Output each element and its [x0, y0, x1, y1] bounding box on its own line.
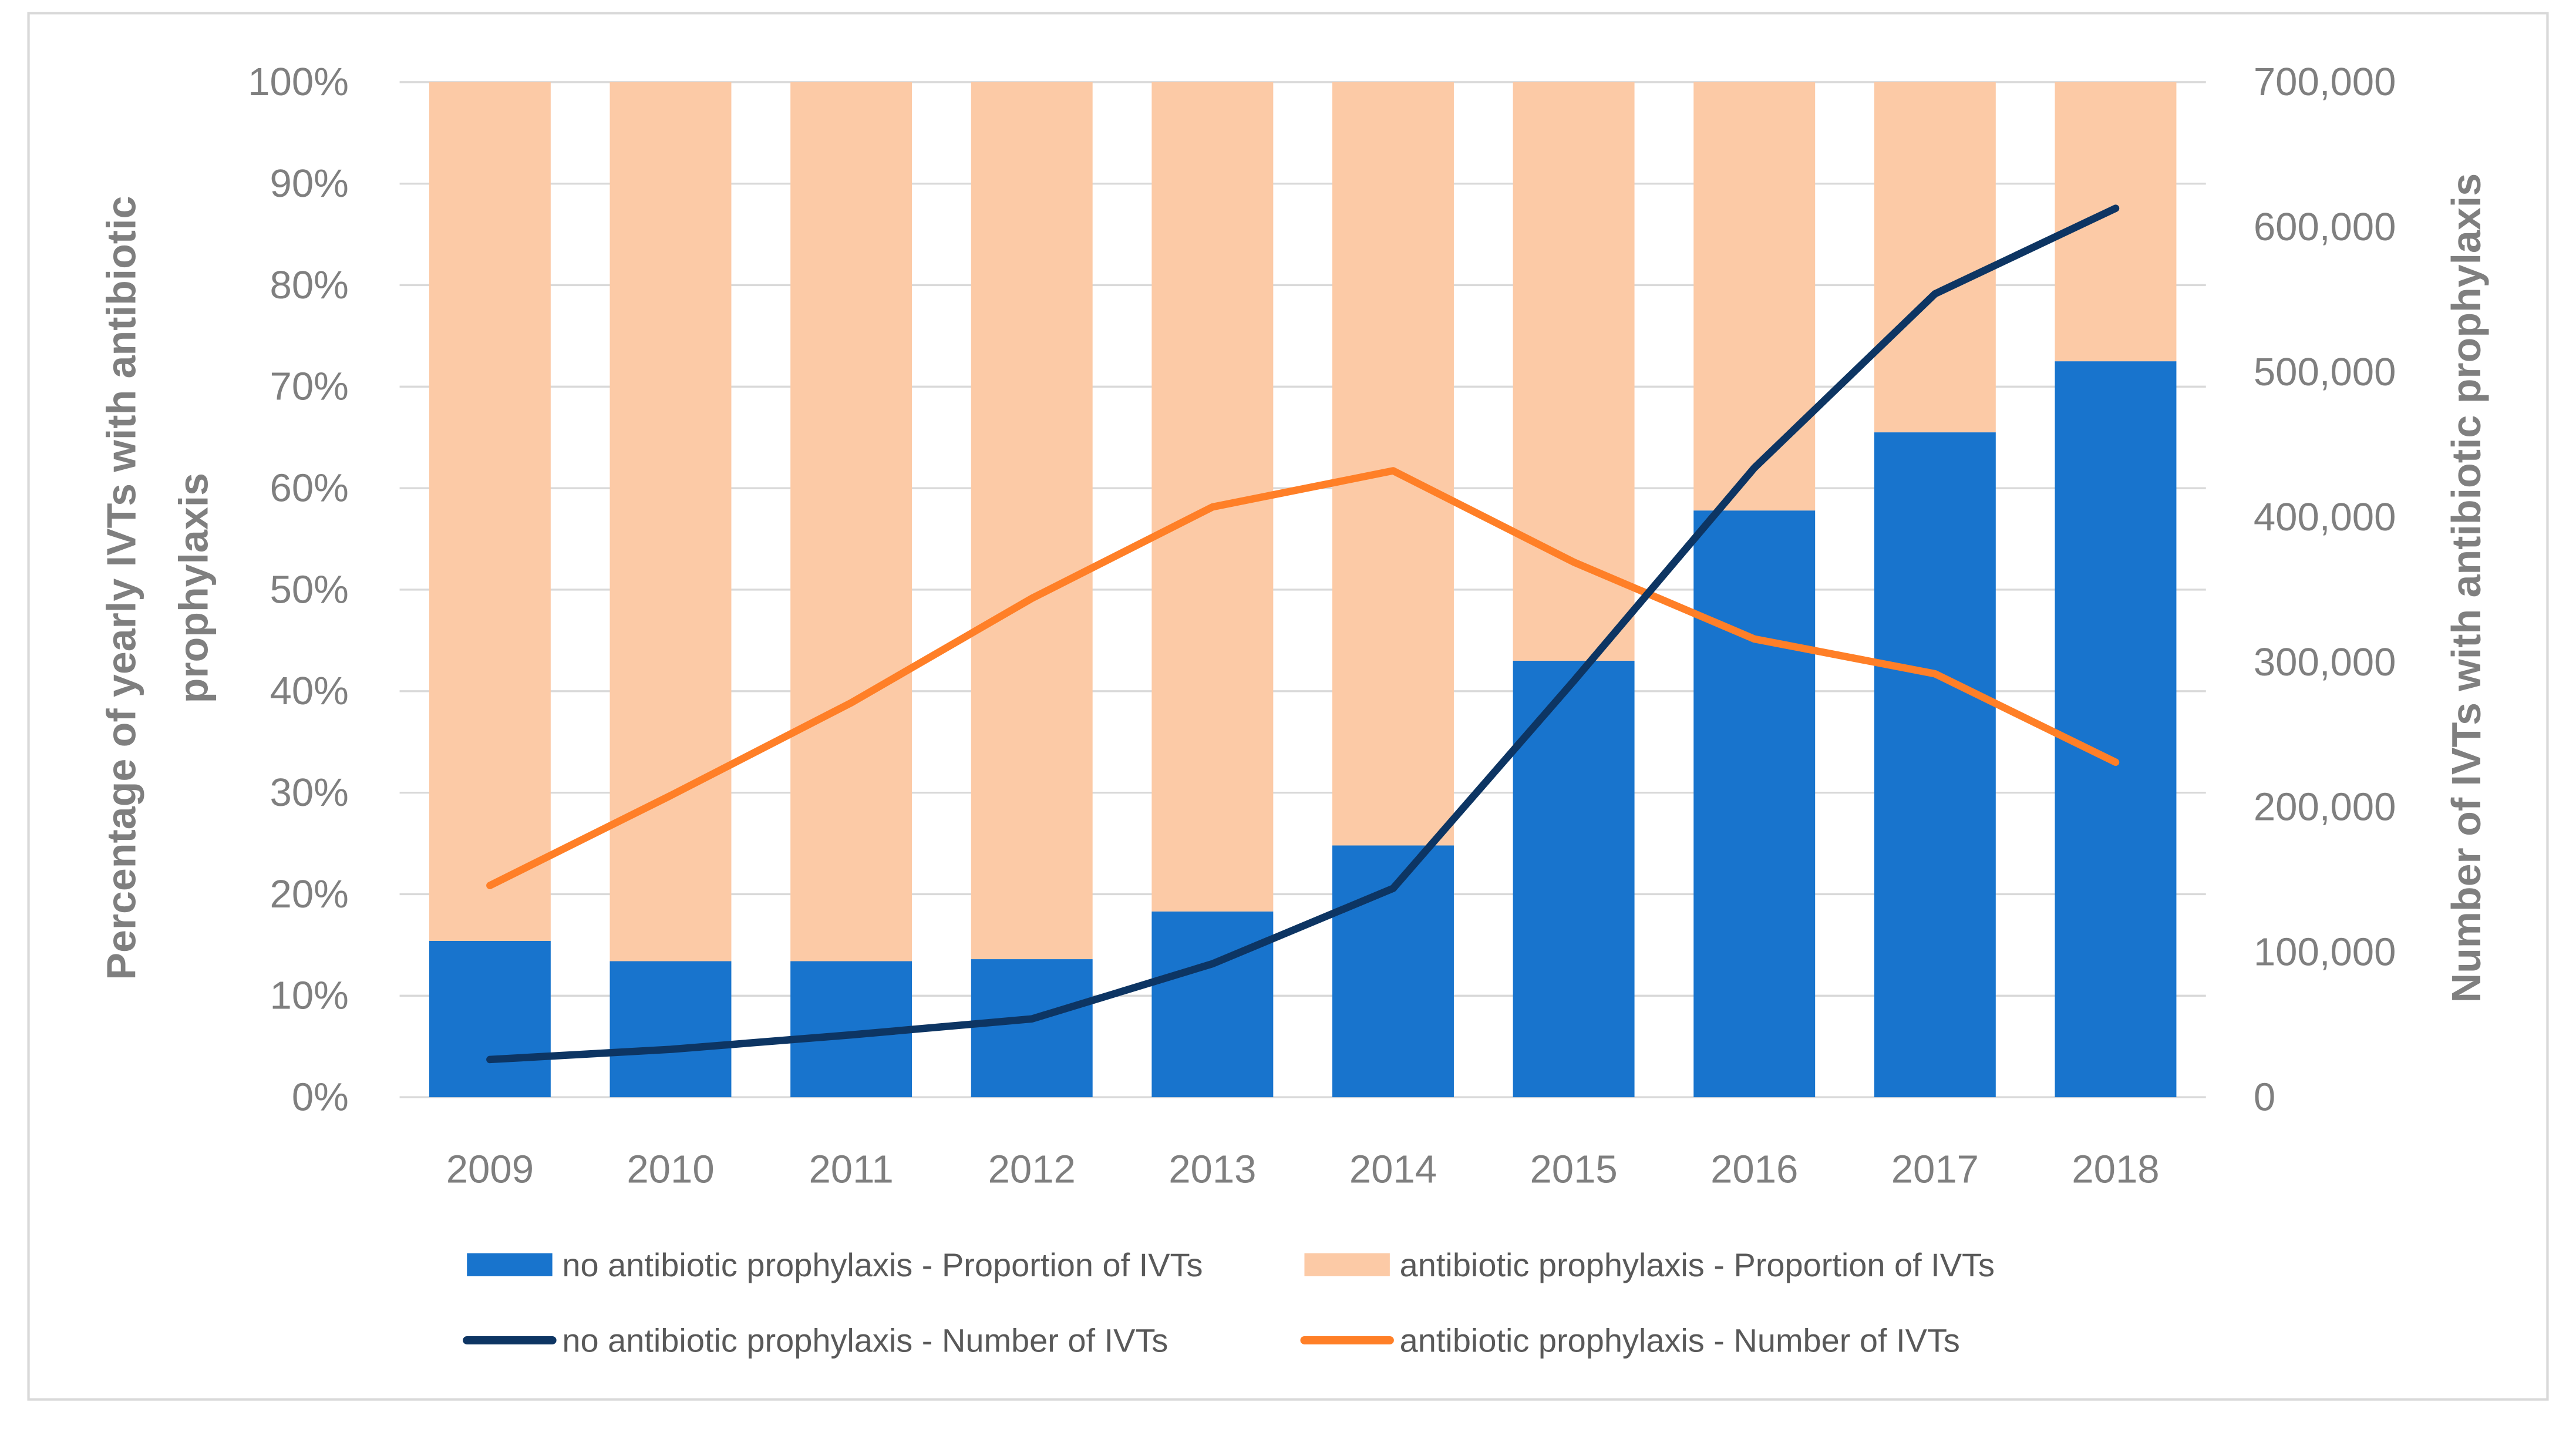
x-tick-label: 2009 [446, 1148, 534, 1192]
bar-no-abx-proportion [429, 940, 551, 1098]
left-tick-label: 40% [270, 669, 349, 713]
left-tick-label: 70% [270, 365, 349, 409]
bar-no-abx-proportion [971, 959, 1093, 1098]
bar-no-abx-proportion [1513, 660, 1635, 1098]
legend-label-abx-proportion: antibiotic prophylaxis - Proportion of I… [1400, 1246, 1995, 1283]
right-tick-label: 700,000 [2254, 60, 2396, 104]
left-tick-label: 80% [270, 263, 349, 307]
right-tick-label: 0 [2254, 1075, 2275, 1119]
x-tick-label: 2012 [988, 1148, 1076, 1192]
bar-abx-proportion [610, 82, 732, 961]
right-axis-ticks: 0 100,000 200,000 300,000 400,000 500,000 600,… [2254, 60, 2396, 1119]
left-tick-label: 30% [270, 771, 349, 815]
line-no-abx-number [486, 204, 2120, 1064]
x-tick-label: 2014 [1349, 1148, 1437, 1192]
legend-label-no-abx-proportion: no antibiotic prophylaxis - Proportion o… [562, 1246, 1203, 1283]
x-tick-label: 2010 [627, 1148, 714, 1192]
legend-swatch-no-abx-proportion [467, 1253, 553, 1276]
bar-no-abx-proportion [2055, 361, 2177, 1098]
left-axis-title-line1: Percentage of yearly IVTs with antibioti… [98, 196, 144, 980]
line-abx-number [486, 467, 2120, 889]
bar-abx-proportion [1513, 82, 1635, 661]
left-tick-label: 50% [270, 567, 349, 611]
legend-label-no-abx-number: no antibiotic prophylaxis - Number of IV… [562, 1322, 1168, 1359]
right-tick-label: 600,000 [2254, 205, 2396, 249]
lines [486, 204, 2120, 1064]
x-tick-label: 2013 [1169, 1148, 1256, 1192]
legend-swatch-abx-proportion [1304, 1253, 1390, 1276]
bar-no-abx-proportion [1693, 510, 1816, 1098]
right-tick-label: 100,000 [2254, 930, 2396, 974]
left-tick-label: 100% [248, 60, 349, 104]
x-tick-label: 2015 [1530, 1148, 1617, 1192]
bar-no-abx-proportion [610, 961, 732, 1098]
bar-abx-proportion [790, 82, 912, 961]
bar-no-abx-proportion [1151, 911, 1274, 1098]
left-axis-ticks: 0% 10% 20% 30% 40% 50% 60% 70% 80% 90% 100% [248, 60, 349, 1119]
right-tick-label: 500,000 [2254, 350, 2396, 394]
right-axis-title: Number of IVTs with antibiotic prophylax… [2443, 173, 2489, 1003]
line-abx-number-point [1754, 638, 1755, 640]
left-tick-label: 10% [270, 974, 349, 1018]
bar-abx-proportion [1332, 82, 1454, 846]
right-tick-label: 400,000 [2254, 495, 2396, 539]
x-axis-ticks: 2009 2010 2011 2012 2013 2014 2015 2016 2017 2018 [446, 1148, 2160, 1192]
bar-no-abx-proportion [1874, 432, 1996, 1098]
left-tick-label: 60% [270, 466, 349, 510]
x-tick-label: 2018 [2072, 1148, 2159, 1192]
bar-abx-proportion [1874, 82, 1996, 433]
left-tick-label: 20% [270, 872, 349, 916]
bar-abx-proportion [2055, 82, 2177, 362]
x-tick-label: 2011 [809, 1148, 893, 1192]
left-axis-title-line2: prophylaxis [170, 473, 216, 703]
left-tick-label: 0% [292, 1075, 349, 1119]
x-tick-label: 2017 [1891, 1148, 1979, 1192]
right-tick-label: 300,000 [2254, 640, 2396, 684]
right-tick-label: 200,000 [2254, 785, 2396, 829]
bar-abx-proportion [971, 82, 1093, 960]
legend-label-abx-number: antibiotic prophylaxis - Number of IVTs [1400, 1322, 1960, 1359]
bar-abx-proportion [429, 82, 551, 941]
x-tick-label: 2016 [1710, 1148, 1798, 1192]
bar-abx-proportion [1693, 82, 1816, 511]
left-tick-label: 90% [270, 162, 349, 206]
legend: no antibiotic prophylaxis - Proportion o… [463, 1246, 1995, 1359]
